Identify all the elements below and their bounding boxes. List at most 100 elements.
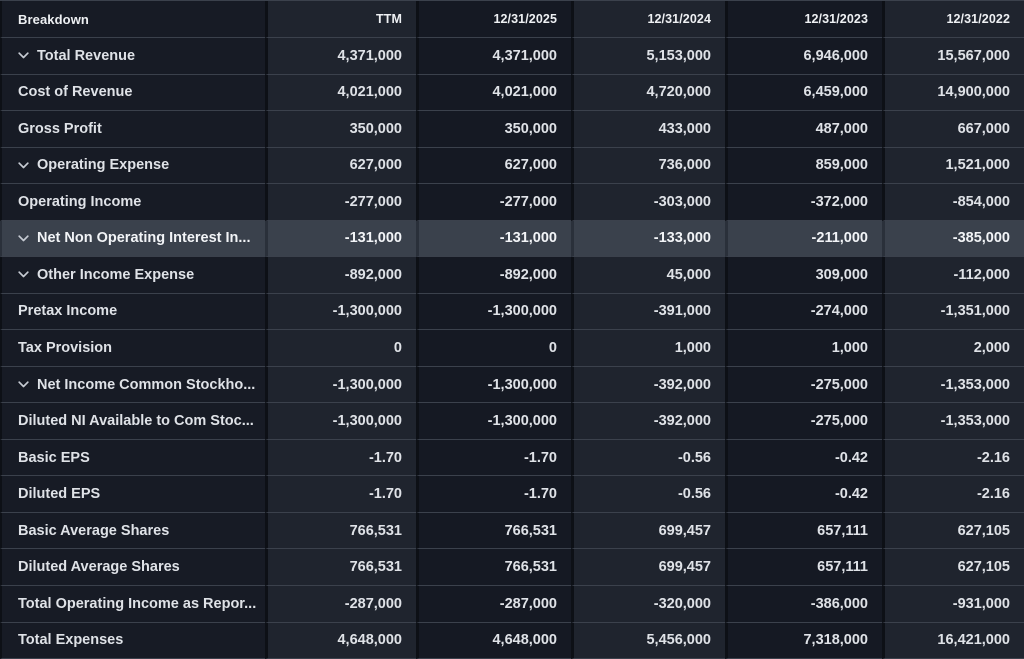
value-cell: 14,900,000 <box>882 74 1024 112</box>
table-row[interactable]: Net Income Common Stockho... -1,300,000 -1… <box>0 366 1024 404</box>
table-row[interactable]: Gross Profit 350,000 350,000 433,000 487,000… <box>0 111 1024 148</box>
cell-value: -385,000 <box>952 230 1010 247</box>
value-cell: 627,105 <box>882 512 1024 550</box>
cell-value: 350,000 <box>504 120 557 137</box>
cell-value: -1,300,000 <box>332 413 402 430</box>
value-cell: -277,000 <box>265 184 416 221</box>
cell-value: 766,531 <box>504 522 557 539</box>
cell-value: -392,000 <box>653 413 711 430</box>
row-label: Other Income Expense <box>37 266 195 283</box>
row-label-cell[interactable]: Net Non Operating Interest In... <box>0 220 265 258</box>
row-label: Operating Income <box>18 193 142 210</box>
cell-value: -0.42 <box>834 486 868 503</box>
table-row[interactable]: Diluted Average Shares 766,531 766,531 699,… <box>0 549 1024 586</box>
row-label: Gross Profit <box>18 120 102 137</box>
table-row[interactable]: Total Operating Income as Repor... -287,0… <box>0 585 1024 623</box>
table-row[interactable]: Operating Expense 627,000 627,000 736,000 85… <box>0 147 1024 185</box>
chevron-down-icon[interactable] <box>18 52 29 59</box>
cell-value: 4,021,000 <box>337 84 402 101</box>
table-row[interactable]: Basic EPS -1.70 -1.70 -0.56 -0.42 -2.16 <box>0 439 1024 477</box>
cell-value: 6,946,000 <box>803 47 868 64</box>
cell-value: 0 <box>393 340 402 357</box>
cell-value: 4,648,000 <box>492 632 557 649</box>
row-label: Pretax Income <box>18 303 118 320</box>
row-label-cell[interactable]: Other Income Expense <box>0 257 265 294</box>
cell-value: -1,353,000 <box>940 413 1010 430</box>
table-row[interactable]: Tax Provision 0 0 1,000 1,000 2,000 <box>0 330 1024 367</box>
table-row[interactable]: Cost of Revenue 4,021,000 4,021,000 4,720,0… <box>0 74 1024 112</box>
value-cell: 627,000 <box>265 147 416 185</box>
cell-value: 4,720,000 <box>646 84 711 101</box>
table-row[interactable]: Pretax Income -1,300,000 -1,300,000 -391,00… <box>0 293 1024 331</box>
value-cell: 657,111 <box>725 512 882 550</box>
value-cell: -287,000 <box>265 585 416 623</box>
value-cell: 766,531 <box>416 549 571 586</box>
value-cell: 5,456,000 <box>571 622 725 659</box>
column-header-period: 12/31/2023 <box>725 1 882 38</box>
cell-value: -287,000 <box>499 595 557 612</box>
chevron-down-icon[interactable] <box>18 235 29 242</box>
table-row[interactable]: Total Expenses 4,648,000 4,648,000 5,456,00… <box>0 622 1024 659</box>
row-label-cell[interactable]: Total Revenue <box>0 38 265 75</box>
cell-value: 766,531 <box>349 559 402 576</box>
value-cell: -131,000 <box>416 220 571 258</box>
row-label-cell: Gross Profit <box>0 111 265 148</box>
row-label-cell: Pretax Income <box>0 293 265 331</box>
cell-value: -386,000 <box>810 595 868 612</box>
value-cell: 859,000 <box>725 147 882 185</box>
value-cell: -303,000 <box>571 184 725 221</box>
column-header-period: TTM <box>265 1 416 38</box>
table-row[interactable]: Total Revenue 4,371,000 4,371,000 5,153,000… <box>0 38 1024 75</box>
cell-value: 766,531 <box>349 522 402 539</box>
value-cell: 627,105 <box>882 549 1024 586</box>
cell-value: 15,567,000 <box>937 47 1010 64</box>
cell-value: -211,000 <box>811 230 868 247</box>
row-label-cell: Basic Average Shares <box>0 512 265 550</box>
cell-value: -320,000 <box>653 595 711 612</box>
column-header-label: 12/31/2024 <box>647 12 711 26</box>
chevron-down-icon[interactable] <box>18 271 29 278</box>
row-label: Cost of Revenue <box>18 84 133 101</box>
cell-value: -274,000 <box>810 303 868 320</box>
table-row[interactable]: Diluted NI Available to Com Stoc... -1,30… <box>0 403 1024 440</box>
cell-value: 699,457 <box>658 522 711 539</box>
value-cell: 4,648,000 <box>265 622 416 659</box>
table-row[interactable]: Basic Average Shares 766,531 766,531 699,45… <box>0 512 1024 550</box>
value-cell: -1.70 <box>265 476 416 513</box>
cell-value: -1.70 <box>523 449 557 466</box>
row-label-cell[interactable]: Operating Expense <box>0 147 265 185</box>
value-cell: -0.42 <box>725 439 882 477</box>
cell-value: -391,000 <box>653 303 711 320</box>
value-cell: -277,000 <box>416 184 571 221</box>
table-row[interactable]: Diluted EPS -1.70 -1.70 -0.56 -0.42 -2.16 <box>0 476 1024 513</box>
cell-value: -1.70 <box>368 486 402 503</box>
cell-value: -931,000 <box>952 595 1010 612</box>
cell-value: 657,111 <box>817 559 868 576</box>
cell-value: -1,351,000 <box>940 303 1010 320</box>
column-header-label: 12/31/2025 <box>493 12 557 26</box>
value-cell: 16,421,000 <box>882 622 1024 659</box>
cell-value: -131,000 <box>499 230 557 247</box>
value-cell: 1,521,000 <box>882 147 1024 185</box>
value-cell: -131,000 <box>265 220 416 258</box>
table-row[interactable]: Other Income Expense -892,000 -892,000 45,0… <box>0 257 1024 294</box>
chevron-down-icon[interactable] <box>18 162 29 169</box>
value-cell: 0 <box>416 330 571 367</box>
cell-value: 309,000 <box>815 266 868 283</box>
value-cell: 350,000 <box>265 111 416 148</box>
value-cell: -211,000 <box>725 220 882 258</box>
value-cell: -372,000 <box>725 184 882 221</box>
row-label: Operating Expense <box>37 157 170 174</box>
row-label-cell[interactable]: Net Income Common Stockho... <box>0 366 265 404</box>
row-label: Diluted EPS <box>18 486 101 503</box>
table-row[interactable]: Net Non Operating Interest In... -131,000… <box>0 220 1024 258</box>
cell-value: -1.70 <box>523 486 557 503</box>
row-label-cell: Total Expenses <box>0 622 265 659</box>
chevron-down-icon[interactable] <box>18 381 29 388</box>
cell-value: 657,111 <box>817 522 868 539</box>
cell-value: 5,456,000 <box>646 632 711 649</box>
table-row[interactable]: Operating Income -277,000 -277,000 -303,000… <box>0 184 1024 221</box>
cell-value: 487,000 <box>815 120 868 137</box>
value-cell: 2,000 <box>882 330 1024 367</box>
column-header-period: 12/31/2024 <box>571 1 725 38</box>
